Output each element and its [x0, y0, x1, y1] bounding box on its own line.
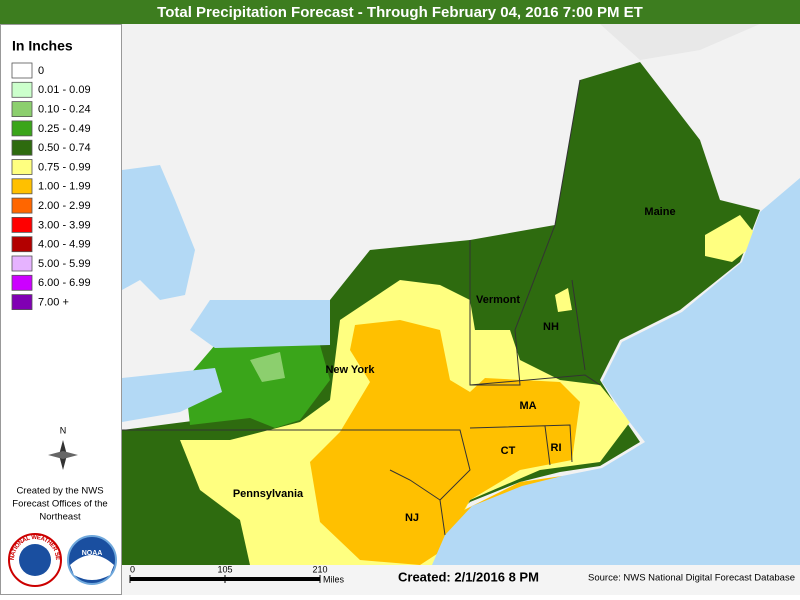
legend-swatch — [11, 236, 33, 253]
lake-ontario — [190, 300, 330, 348]
state-borders — [122, 79, 601, 536]
legend-label: 0 — [38, 65, 44, 77]
legend-swatch — [11, 178, 33, 195]
created: Created: 2/1/2016 8 PM — [398, 569, 539, 584]
nws-center — [19, 544, 51, 576]
legend-label: 0.50 - 0.74 — [38, 142, 91, 154]
state-label: Pennsylvania — [233, 488, 304, 500]
map: Maine Vermont NH New York MA CT RI Pennsylvania… — [122, 24, 800, 565]
region-075-099-nh — [555, 288, 572, 312]
state-label: Maine — [644, 206, 675, 218]
title-bar — [0, 0, 800, 24]
legend-label: 0.01 - 0.09 — [38, 84, 91, 96]
state-label: RI — [551, 442, 562, 454]
source: Source: NWS National Digital Forecast Da… — [588, 573, 795, 584]
legend-label: 6.00 - 6.99 — [38, 277, 91, 289]
credit-line: Forecast Offices of the — [12, 499, 107, 510]
border-ny-pa — [122, 429, 471, 501]
legend-label: 5.00 - 5.99 — [38, 258, 91, 270]
legend-label: 1.00 - 1.99 — [38, 181, 91, 193]
lake-huron — [122, 165, 195, 300]
ocean — [432, 178, 800, 565]
legend-label: 0.75 - 0.99 — [38, 161, 91, 173]
legend-swatch — [11, 81, 33, 98]
legend-label: 0.25 - 0.49 — [38, 123, 91, 135]
land-shade — [600, 24, 760, 60]
credit-line: Northeast — [39, 512, 81, 523]
legend-swatch — [11, 62, 33, 79]
lake-erie — [122, 368, 222, 422]
legend-label: 7.00 + — [38, 297, 69, 309]
legend-label: 4.00 - 4.99 — [38, 239, 91, 251]
legend-swatch — [11, 294, 33, 311]
north-arrow: N — [48, 425, 78, 470]
state-label: Vermont — [476, 294, 520, 306]
noaa-bird — [70, 555, 114, 580]
legend-swatch — [11, 120, 33, 137]
scale-tick-label: 105 — [217, 564, 232, 574]
scale-tick-label: 210 — [312, 564, 327, 574]
legend-swatch — [11, 159, 33, 175]
scale-unit: Miles — [323, 574, 345, 584]
state-label: NH — [543, 321, 559, 333]
legend-swatch — [11, 101, 33, 117]
legend-title: In Inches — [12, 38, 73, 54]
legend-swatch — [11, 197, 33, 214]
noaa-logo: NOAA — [67, 535, 117, 585]
border-nj — [389, 469, 446, 536]
legend-swatch — [11, 139, 33, 156]
state-label: MA — [519, 400, 536, 412]
legend-label: 3.00 - 3.99 — [38, 219, 91, 231]
noaa-logo-text: NOAA — [82, 550, 103, 557]
state-label: CT — [501, 445, 516, 457]
legend-swatch — [11, 216, 33, 233]
credit-line: Created by the NWS — [16, 486, 103, 497]
arrow-ew — [48, 451, 78, 459]
legend: 0 0.01 - 0.09 0.10 - 0.24 0.25 - 0.49 0.50 -… — [11, 62, 91, 311]
region-025-049 — [185, 345, 330, 428]
region-010-024 — [250, 352, 285, 382]
north-label: N — [60, 425, 67, 435]
scale-tick-label: 0 — [130, 564, 135, 574]
legend-label: 2.00 - 2.99 — [38, 200, 91, 212]
state-label: New York — [325, 364, 375, 376]
state-label: NJ — [405, 512, 419, 524]
legend-swatch — [11, 255, 33, 272]
legend-label: 0.10 - 0.24 — [38, 104, 91, 116]
border-ma-ct-ri — [469, 374, 601, 466]
border-vt — [469, 224, 556, 386]
legend-swatch — [11, 274, 33, 291]
title: Total Precipitation Forecast - Through F… — [157, 4, 643, 21]
border-nh-me — [554, 79, 586, 371]
